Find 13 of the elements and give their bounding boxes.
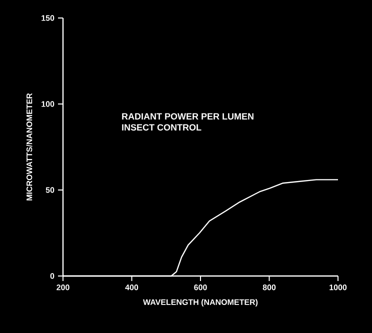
x-tick-label: 800 bbox=[262, 284, 276, 290]
y-tick-label: 100 bbox=[42, 101, 54, 107]
text: RADIANT POWER PER LUMEN bbox=[122, 113, 254, 120]
text: INSECT CONTROL bbox=[122, 124, 202, 131]
x-tick-label: 600 bbox=[194, 284, 207, 290]
x-tick-label: 1000 bbox=[330, 284, 347, 290]
x-tick-label: 400 bbox=[125, 284, 138, 290]
x-tick-label: 200 bbox=[56, 284, 70, 290]
y-tick-label: 150 bbox=[42, 15, 54, 21]
y-tick-label: 0 bbox=[50, 273, 54, 279]
x-axis-title: WAVELENGTH (NANOMETER) bbox=[143, 299, 258, 307]
y-tick-label: 50 bbox=[46, 187, 54, 193]
y-axis-title: MICROWATTS/NANOMETER bbox=[26, 93, 32, 200]
